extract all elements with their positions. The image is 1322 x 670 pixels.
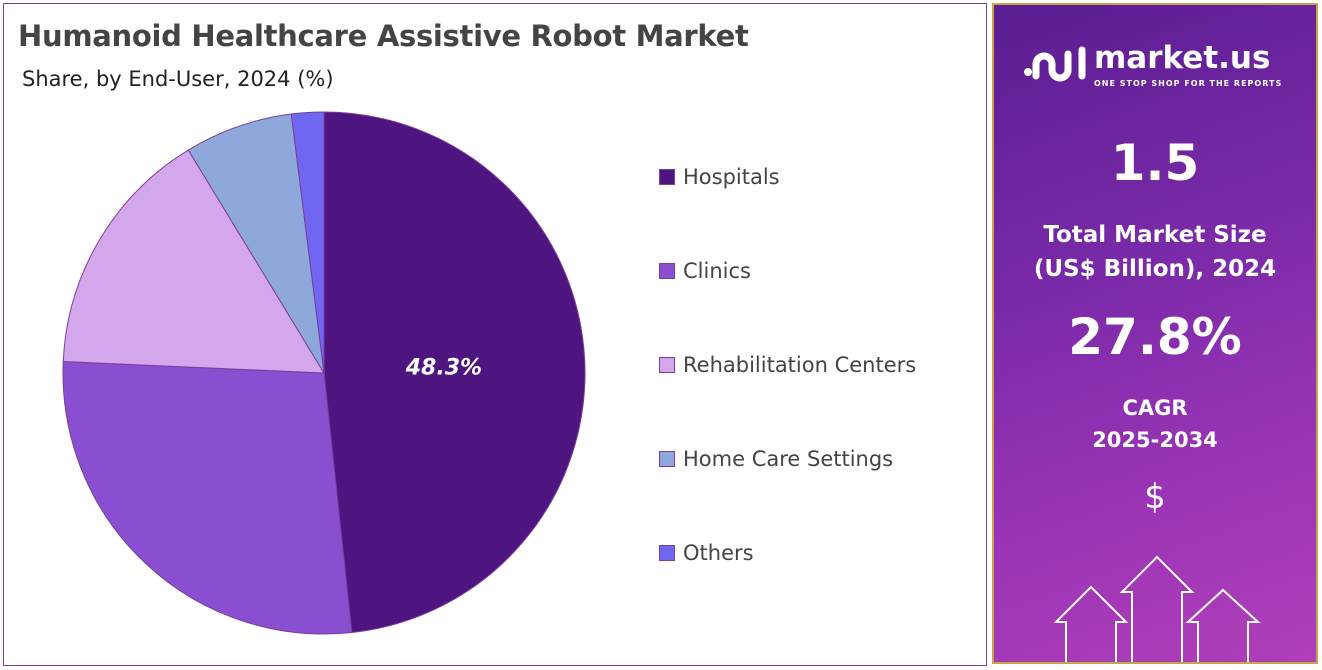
- chart-title: Humanoid Healthcare Assistive Robot Mark…: [18, 19, 749, 53]
- pie-slice-hospitals: [323, 111, 586, 634]
- legend-swatch: [659, 451, 675, 467]
- legend-item-others: Others: [659, 540, 754, 566]
- legend-item-hospitals: Hospitals: [659, 164, 780, 190]
- brand-name: market.us: [1094, 40, 1271, 76]
- legend-label: Rehabilitation Centers: [683, 353, 917, 377]
- chart-subtitle: Share, by End-User, 2024 (%): [22, 67, 334, 91]
- brand-tagline: ONE STOP SHOP FOR THE REPORTS: [1094, 79, 1283, 88]
- market-size-value: 1.5: [1110, 134, 1200, 192]
- legend-item-rehabilitation-centers: Rehabilitation Centers: [659, 352, 916, 378]
- pie-slice-clinics: [62, 361, 353, 635]
- pie-slice-home-care-settings: [187, 113, 325, 374]
- data-label-hospitals: 48.3%: [405, 356, 482, 381]
- dollar-icon: $: [1144, 477, 1166, 517]
- legend-swatch: [659, 545, 675, 561]
- summary-panel: market.us ONE STOP SHOP FOR THE REPORTS …: [992, 3, 1318, 664]
- cagr-value: 27.8%: [1068, 308, 1242, 366]
- legend-label: Clinics: [683, 259, 751, 283]
- legend-label: Others: [683, 541, 754, 565]
- pie-slice-rehabilitation-centers: [62, 149, 325, 374]
- legend-swatch: [659, 357, 675, 373]
- cagr-period: 2025-2034: [1092, 428, 1218, 452]
- legend-swatch: [659, 263, 675, 279]
- legend-label: Hospitals: [683, 165, 780, 189]
- legend-swatch: [659, 169, 675, 185]
- growth-arrows-icon: [1053, 555, 1261, 662]
- legend-item-clinics: Clinics: [659, 258, 751, 284]
- legend-item-home-care-settings: Home Care Settings: [659, 446, 893, 472]
- logo-icon: [1024, 46, 1086, 82]
- chart-panel: Humanoid Healthcare Assistive Robot Mark…: [3, 3, 987, 666]
- market-size-unit: (US$ Billion), 2024: [1033, 256, 1277, 282]
- legend-label: Home Care Settings: [683, 447, 894, 471]
- market-size-label: Total Market Size: [1043, 222, 1267, 248]
- pie-slice-others: [290, 111, 325, 374]
- cagr-label: CAGR: [1122, 396, 1188, 420]
- brand-logo: market.us ONE STOP SHOP FOR THE REPORTS: [1022, 39, 1282, 89]
- pie-chart: 48.3%: [62, 111, 586, 635]
